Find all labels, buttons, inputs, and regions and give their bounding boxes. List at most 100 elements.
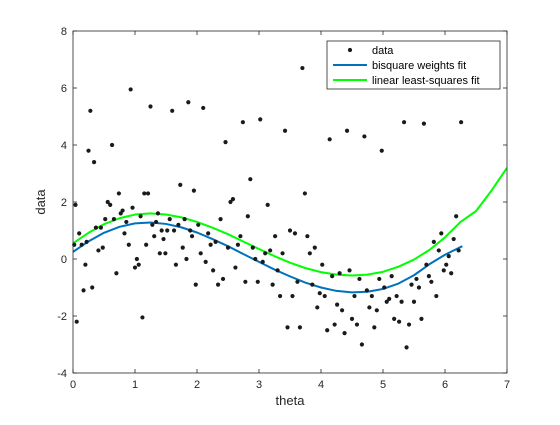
data-point xyxy=(145,191,151,196)
data-point xyxy=(245,214,250,219)
legend-label: bisquare weights fit xyxy=(372,60,466,72)
data-point xyxy=(132,265,138,270)
data-point xyxy=(196,222,201,227)
data-point xyxy=(411,299,417,304)
x-tick-label: 1 xyxy=(132,379,138,391)
data-point xyxy=(105,199,110,205)
data-point xyxy=(300,65,305,71)
data-point xyxy=(211,268,216,273)
x-tick-label: 7 xyxy=(504,379,510,391)
data-point xyxy=(103,217,108,222)
data-point xyxy=(182,217,187,222)
data-point xyxy=(253,256,258,262)
data-point xyxy=(83,262,88,267)
y-tick-label: 2 xyxy=(61,197,67,209)
data-point xyxy=(446,254,451,259)
data-point xyxy=(364,288,369,293)
x-tick-label: 6 xyxy=(442,379,448,391)
data-point xyxy=(98,225,103,230)
data-point xyxy=(167,217,172,222)
data-point xyxy=(337,271,342,276)
data-point xyxy=(315,305,320,310)
data-point xyxy=(77,231,82,236)
y-axis-label: data xyxy=(33,189,48,215)
data-point xyxy=(320,262,325,267)
data-point xyxy=(268,248,273,253)
data-point xyxy=(332,322,337,327)
data-point xyxy=(454,214,459,219)
data-point xyxy=(330,274,335,279)
legend: data bisquare weights fit linear least-squ… xyxy=(326,40,501,90)
data-point xyxy=(456,248,461,253)
x-tick-label: 0 xyxy=(70,379,76,391)
data-point xyxy=(73,202,78,207)
data-point xyxy=(88,108,93,113)
data-point xyxy=(270,282,275,287)
data-point xyxy=(439,231,444,236)
data-point xyxy=(109,142,115,148)
data-point xyxy=(138,214,143,219)
data-point xyxy=(157,251,162,256)
y-tick-label: 6 xyxy=(61,83,67,95)
data-point xyxy=(282,128,288,133)
data-point xyxy=(436,248,441,253)
data-point xyxy=(122,231,127,236)
point-layer xyxy=(72,65,464,350)
data-point xyxy=(230,197,236,202)
data-point xyxy=(189,234,195,239)
data-point xyxy=(74,319,79,324)
data-point xyxy=(140,315,145,320)
data-point xyxy=(255,279,260,284)
y-tick-label: 8 xyxy=(61,26,67,38)
data-point xyxy=(273,234,278,239)
data-point xyxy=(431,239,436,244)
data-point xyxy=(116,191,121,196)
tick-layer: 0 1 2 3 4 5 6 7 -4 -2 0 2 4 6 8 xyxy=(57,26,510,391)
data-point xyxy=(79,242,84,247)
data-point xyxy=(153,219,159,225)
data-point xyxy=(144,242,149,247)
x-tick-label: 2 xyxy=(194,379,200,391)
data-point xyxy=(173,262,179,267)
data-point xyxy=(339,308,345,313)
data-point xyxy=(357,276,362,282)
data-point xyxy=(307,251,312,256)
data-point xyxy=(312,245,317,250)
data-point xyxy=(349,316,355,321)
data-point xyxy=(265,202,270,207)
data-point xyxy=(108,202,113,207)
data-point xyxy=(362,134,367,139)
data-point xyxy=(193,282,198,287)
data-point xyxy=(317,291,322,296)
legend-label: linear least-squares fit xyxy=(372,75,480,87)
data-point xyxy=(287,228,293,233)
data-point xyxy=(142,191,147,196)
data-point xyxy=(215,282,221,287)
data-point xyxy=(81,288,86,293)
data-point xyxy=(248,177,253,182)
data-point xyxy=(243,279,248,284)
data-point xyxy=(325,328,330,333)
data-point xyxy=(218,217,223,222)
data-point xyxy=(130,205,135,210)
data-point xyxy=(277,293,283,299)
data-point xyxy=(163,251,168,256)
data-point xyxy=(201,105,206,111)
data-point xyxy=(416,285,422,290)
data-point xyxy=(228,199,233,205)
data-point xyxy=(220,276,226,282)
data-point xyxy=(96,248,101,253)
data-point xyxy=(150,222,155,227)
data-point xyxy=(260,259,265,264)
data-point xyxy=(302,191,307,196)
legend-label: data xyxy=(372,45,394,57)
data-point xyxy=(377,276,382,282)
data-point xyxy=(171,228,177,233)
data-point xyxy=(354,322,360,327)
data-point xyxy=(184,256,189,262)
y-tick-label: 4 xyxy=(61,140,67,152)
data-point xyxy=(155,211,161,216)
data-point xyxy=(124,219,129,225)
data-point xyxy=(128,87,133,92)
data-point xyxy=(250,245,255,250)
